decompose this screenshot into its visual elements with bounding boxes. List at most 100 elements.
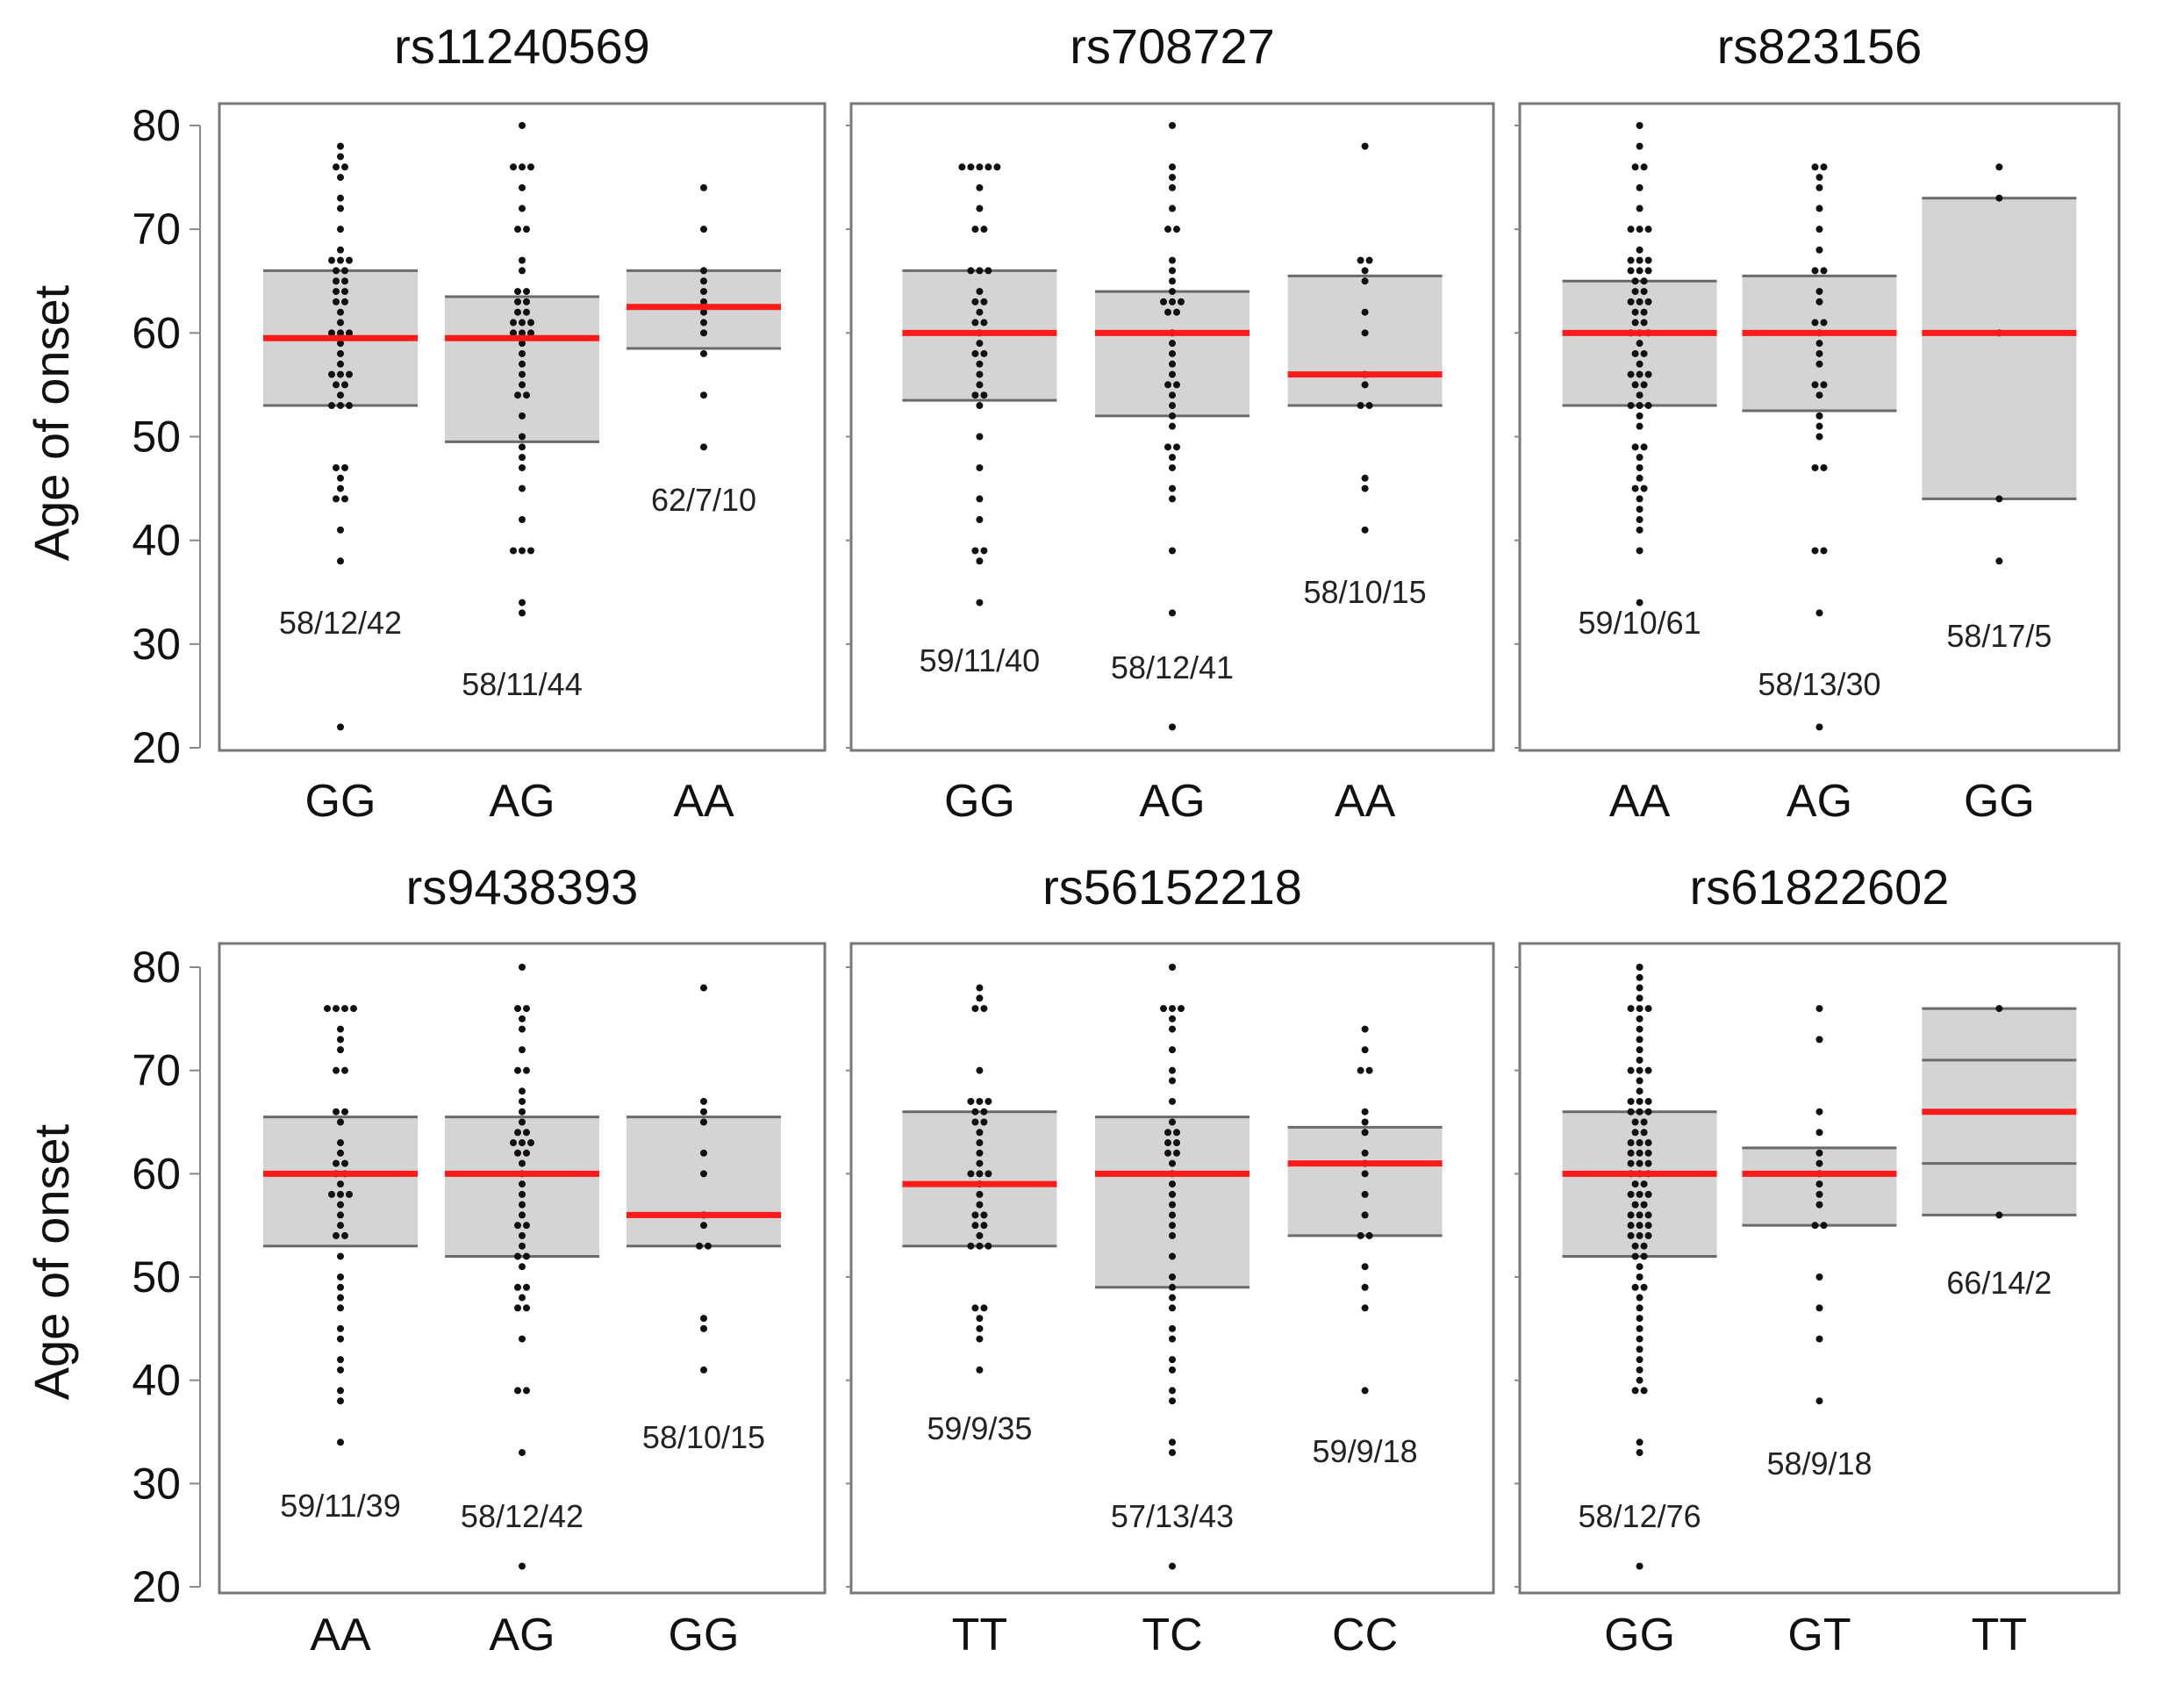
data-point xyxy=(527,319,534,326)
data-point xyxy=(1636,474,1643,482)
data-point xyxy=(1644,267,1652,275)
data-point xyxy=(1169,360,1176,368)
data-point xyxy=(341,1108,348,1116)
data-point xyxy=(700,1149,707,1157)
data-point xyxy=(700,1118,707,1126)
data-point xyxy=(1627,1005,1635,1013)
data-point xyxy=(700,319,707,326)
data-point xyxy=(1636,984,1643,992)
data-point xyxy=(1631,381,1639,389)
data-point xyxy=(700,349,707,357)
data-point xyxy=(1644,226,1652,233)
data-point xyxy=(1169,174,1176,182)
data-point xyxy=(1169,1294,1176,1302)
data-point xyxy=(519,1108,526,1116)
y-tick-label: 80 xyxy=(132,943,181,992)
data-point xyxy=(1169,391,1176,399)
data-point xyxy=(1169,288,1176,296)
data-point xyxy=(976,1170,984,1178)
data-point xyxy=(333,1005,340,1013)
y-tick-label: 50 xyxy=(132,413,181,462)
data-point xyxy=(1644,1231,1652,1239)
data-point xyxy=(976,495,984,503)
data-point xyxy=(1644,1066,1652,1074)
group-TC: 57/13/43 TC xyxy=(1095,964,1250,1661)
panel-rs708727: rs708727 59/11/40 GG 58/12/41 AG 58/10/15 AA xyxy=(846,18,1495,827)
data-point xyxy=(519,381,526,389)
data-point xyxy=(1820,463,1828,471)
y-tick-label: 50 xyxy=(132,1252,181,1302)
data-point xyxy=(519,1097,526,1105)
iqr-box xyxy=(1922,197,2077,499)
data-point xyxy=(510,547,517,555)
data-point xyxy=(1636,1005,1643,1013)
data-point xyxy=(1811,1222,1819,1230)
data-point xyxy=(1365,1231,1373,1239)
data-point xyxy=(1644,1222,1652,1230)
y-axis-label-bottom: Age of onset xyxy=(24,1123,79,1400)
data-point xyxy=(1631,1252,1639,1260)
y-tick-label: 70 xyxy=(132,204,181,254)
data-point xyxy=(523,391,530,399)
data-point xyxy=(1164,381,1171,389)
data-point xyxy=(1361,474,1369,482)
data-point xyxy=(1640,288,1648,296)
data-point xyxy=(333,381,340,389)
stat-label: 58/17/5 xyxy=(1946,618,2052,654)
data-point xyxy=(1640,319,1648,326)
data-point xyxy=(1361,1129,1369,1137)
data-point xyxy=(967,267,975,275)
data-point xyxy=(976,1159,984,1167)
data-point xyxy=(1636,412,1643,420)
stat-label: 59/10/61 xyxy=(1579,605,1701,641)
data-point xyxy=(1169,1304,1176,1312)
data-point xyxy=(514,298,521,305)
data-point xyxy=(976,984,984,992)
data-point xyxy=(971,547,979,555)
data-point xyxy=(1361,1190,1369,1198)
data-point xyxy=(967,1170,975,1178)
data-point xyxy=(1169,1283,1176,1291)
data-point xyxy=(337,1139,344,1147)
data-point xyxy=(1995,163,2003,171)
panel-rs11240569: rs11240569 20 30 40 50 60 70 80 58/12/42 GG 58/11/… xyxy=(132,18,827,827)
stat-label: 58/12/76 xyxy=(1579,1498,1701,1534)
data-point xyxy=(519,267,526,275)
x-category-label: AA xyxy=(1609,776,1671,827)
data-point xyxy=(1627,256,1635,264)
data-point xyxy=(1361,1304,1369,1312)
data-point xyxy=(1636,1149,1643,1157)
data-point xyxy=(1361,142,1369,150)
x-category-label: AG xyxy=(489,776,555,827)
data-point xyxy=(1169,1211,1176,1219)
data-point xyxy=(337,329,344,337)
data-point xyxy=(1815,340,1823,348)
data-point xyxy=(985,1097,992,1105)
data-point xyxy=(333,1108,340,1116)
x-category-label: AG xyxy=(1139,776,1205,827)
data-point xyxy=(1169,412,1176,420)
data-point xyxy=(1631,349,1639,357)
x-category-label: GG xyxy=(1604,1610,1675,1661)
data-point xyxy=(1627,370,1635,378)
y-tick-label: 40 xyxy=(132,1356,181,1405)
data-point xyxy=(976,1201,984,1209)
data-point xyxy=(1640,1387,1648,1395)
iqr-box xyxy=(1287,1127,1443,1236)
data-point xyxy=(519,204,526,212)
data-point xyxy=(519,1211,526,1219)
data-point xyxy=(1636,1294,1643,1302)
data-point xyxy=(514,1387,521,1395)
data-point xyxy=(1815,226,1823,233)
data-point xyxy=(519,340,526,348)
data-point xyxy=(519,1231,526,1239)
data-point xyxy=(1164,443,1171,451)
x-category-label: AA xyxy=(673,776,734,827)
data-point xyxy=(519,183,526,191)
data-point xyxy=(523,1149,530,1157)
data-point xyxy=(514,1222,521,1230)
data-point xyxy=(337,1387,344,1395)
data-point xyxy=(1644,1159,1652,1167)
data-point xyxy=(337,1149,344,1157)
data-point xyxy=(1178,298,1185,305)
